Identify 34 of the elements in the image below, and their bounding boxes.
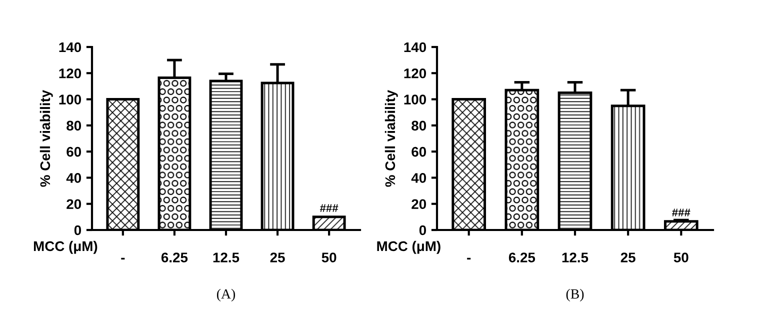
x-tick-label: 25 [270, 252, 285, 262]
y-tick-label: 120 [59, 68, 82, 78]
x-tick-label: 6.25 [508, 252, 536, 262]
x-tick-label: - [467, 258, 471, 260]
x-tick-label: 50 [674, 252, 688, 262]
y-tick-label: 120 [404, 68, 426, 78]
x-axis-title: MCC (μM) [377, 240, 440, 254]
y-tick-label: 60 [412, 146, 426, 157]
x-tick-label: 25 [620, 252, 636, 262]
x-tick-label: - [121, 258, 125, 260]
text: (B) [566, 288, 584, 302]
x-axis-title: MCC (μM) [34, 240, 98, 254]
y-tick-label: 80 [66, 120, 82, 131]
y-tick-label: 100 [59, 94, 82, 104]
y-tick-label: 60 [66, 146, 82, 157]
x-tick-label: 50 [322, 252, 336, 262]
x-tick-label: 12.5 [213, 252, 240, 262]
x-tick-label: 6.25 [161, 252, 188, 262]
y-tick-label: 40 [66, 173, 82, 183]
y-tick-label: 20 [412, 199, 426, 210]
text: (A) [216, 288, 236, 302]
annotation: ### [672, 208, 690, 216]
y-tick-label: 100 [404, 94, 426, 104]
y-tick-label: 140 [59, 42, 82, 52]
y-tick-label: 80 [412, 120, 426, 131]
y-axis-title: % Cell viability [40, 90, 53, 187]
x-tick-label: 12.5 [562, 252, 588, 262]
y-tick-label: 0 [419, 225, 426, 236]
y-tick-label: 140 [404, 42, 426, 52]
y-tick-label: 0 [74, 225, 82, 236]
y-axis-title: % Cell viability [384, 90, 398, 187]
annotation: ### [320, 204, 338, 212]
y-tick-label: 40 [411, 173, 426, 183]
y-tick-label: 20 [66, 199, 82, 210]
